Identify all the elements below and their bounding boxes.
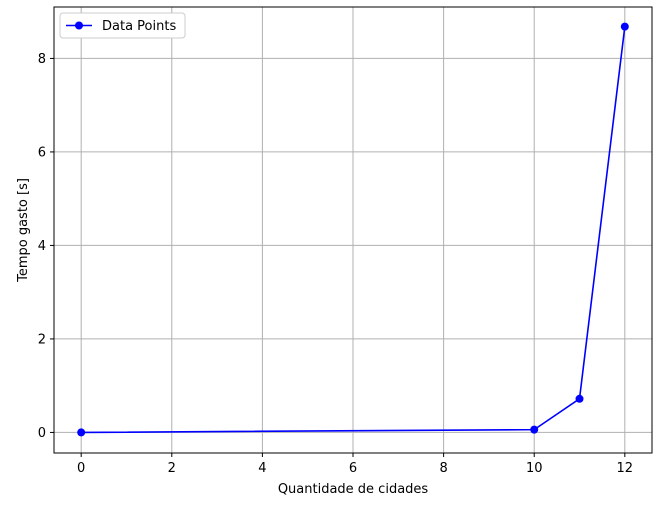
x-tick-label: 4 <box>258 461 266 476</box>
axis-ticks: 0 2 4 6 8 10 12 0 2 4 6 8 <box>38 52 633 476</box>
x-axis-label: Quantidade de cidades <box>278 482 429 497</box>
legend: Data Points <box>59 12 186 39</box>
y-tick-label: 6 <box>38 145 46 160</box>
legend-marker <box>75 21 83 30</box>
data-point <box>530 425 539 434</box>
x-tick-label: 10 <box>526 461 543 476</box>
y-tick-label: 8 <box>38 52 46 67</box>
legend-label: Data Points <box>102 19 176 34</box>
data-point <box>575 394 584 403</box>
y-tick-label: 4 <box>38 239 46 254</box>
y-tick-label: 2 <box>38 332 46 347</box>
x-tick-label: 6 <box>349 461 357 476</box>
y-axis-label: Tempo gasto [s] <box>16 178 31 283</box>
x-tick-label: 12 <box>617 461 634 476</box>
x-tick-label: 2 <box>168 461 176 476</box>
x-tick-label: 0 <box>77 461 85 476</box>
grid <box>54 7 652 453</box>
x-tick-label: 8 <box>439 461 447 476</box>
data-point <box>620 22 629 31</box>
y-tick-label: 0 <box>38 426 46 441</box>
legend-box <box>59 12 186 39</box>
series-line <box>81 26 626 434</box>
series-layer <box>77 22 629 437</box>
data-point <box>77 428 86 437</box>
